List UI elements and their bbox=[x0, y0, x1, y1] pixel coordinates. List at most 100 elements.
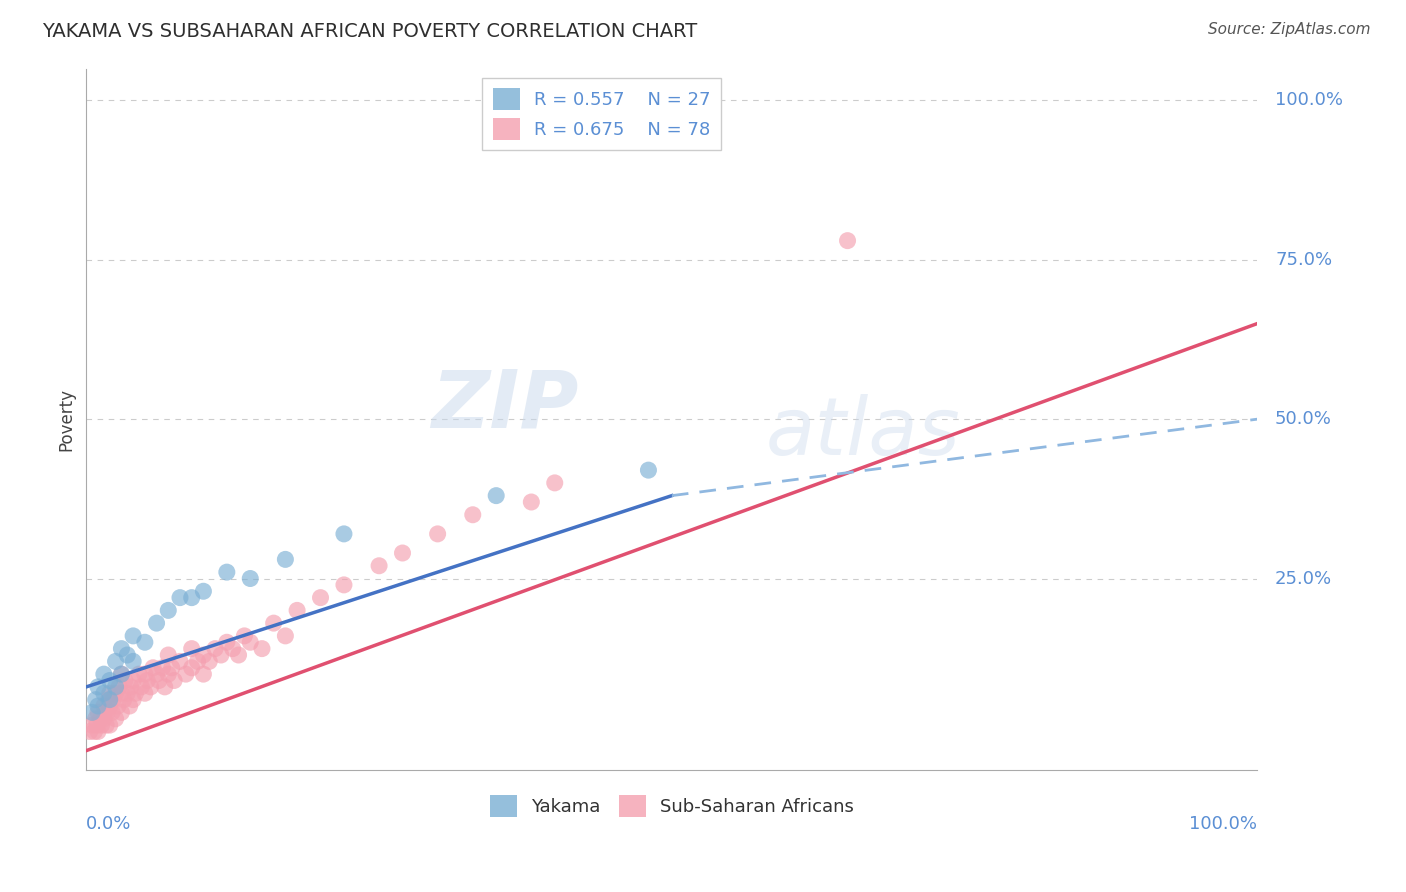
Point bbox=[98, 673, 121, 688]
Point bbox=[93, 686, 115, 700]
Point bbox=[193, 667, 215, 681]
Text: 75.0%: 75.0% bbox=[1275, 251, 1331, 268]
Point bbox=[84, 692, 107, 706]
Point bbox=[426, 527, 449, 541]
Point bbox=[93, 698, 115, 713]
Point bbox=[174, 667, 197, 681]
Point bbox=[131, 680, 153, 694]
Point bbox=[104, 686, 127, 700]
Point bbox=[96, 706, 118, 720]
Point bbox=[83, 724, 105, 739]
Point bbox=[145, 616, 167, 631]
Point bbox=[122, 692, 145, 706]
Point bbox=[485, 489, 508, 503]
Text: Source: ZipAtlas.com: Source: ZipAtlas.com bbox=[1208, 22, 1371, 37]
Point bbox=[87, 724, 110, 739]
Point bbox=[122, 654, 145, 668]
Legend: Yakama, Sub-Saharan Africans: Yakama, Sub-Saharan Africans bbox=[482, 788, 862, 824]
Point bbox=[157, 603, 180, 617]
Point bbox=[157, 667, 180, 681]
Point bbox=[209, 648, 232, 662]
Text: atlas: atlas bbox=[765, 394, 960, 472]
Point bbox=[544, 475, 567, 490]
Point bbox=[79, 724, 101, 739]
Point bbox=[180, 591, 202, 605]
Point bbox=[93, 712, 115, 726]
Point bbox=[309, 591, 332, 605]
Point bbox=[368, 558, 391, 573]
Point bbox=[103, 692, 125, 706]
Point bbox=[89, 712, 111, 726]
Point bbox=[221, 641, 243, 656]
Point bbox=[97, 692, 120, 706]
Point bbox=[239, 635, 262, 649]
Point bbox=[104, 680, 127, 694]
Point bbox=[285, 603, 308, 617]
Point bbox=[142, 661, 165, 675]
Text: 50.0%: 50.0% bbox=[1275, 410, 1331, 428]
Point bbox=[391, 546, 413, 560]
Point bbox=[107, 698, 129, 713]
Point bbox=[157, 648, 180, 662]
Point bbox=[87, 698, 110, 713]
Point bbox=[117, 648, 139, 662]
Point bbox=[160, 661, 183, 675]
Point bbox=[837, 234, 859, 248]
Point bbox=[239, 572, 262, 586]
Point bbox=[87, 680, 110, 694]
Point bbox=[187, 654, 209, 668]
Point bbox=[101, 706, 124, 720]
Point bbox=[112, 692, 135, 706]
Point bbox=[124, 686, 146, 700]
Point bbox=[108, 680, 131, 694]
Point bbox=[104, 654, 127, 668]
Point bbox=[110, 686, 132, 700]
Point bbox=[120, 680, 142, 694]
Text: 100.0%: 100.0% bbox=[1275, 91, 1343, 110]
Point bbox=[98, 698, 121, 713]
Point bbox=[228, 648, 250, 662]
Point bbox=[134, 635, 156, 649]
Point bbox=[86, 718, 108, 732]
Point bbox=[215, 565, 238, 579]
Point bbox=[96, 718, 118, 732]
Point bbox=[117, 686, 139, 700]
Point bbox=[169, 654, 191, 668]
Point bbox=[148, 673, 170, 688]
Point bbox=[233, 629, 256, 643]
Point bbox=[180, 661, 202, 675]
Point bbox=[98, 718, 121, 732]
Point bbox=[153, 680, 176, 694]
Point bbox=[110, 706, 132, 720]
Point bbox=[193, 648, 215, 662]
Point bbox=[110, 641, 132, 656]
Point bbox=[104, 712, 127, 726]
Point bbox=[128, 667, 150, 681]
Point bbox=[122, 629, 145, 643]
Point bbox=[333, 578, 356, 592]
Text: YAKAMA VS SUBSAHARAN AFRICAN POVERTY CORRELATION CHART: YAKAMA VS SUBSAHARAN AFRICAN POVERTY COR… bbox=[42, 22, 697, 41]
Point bbox=[274, 552, 297, 566]
Point bbox=[134, 667, 156, 681]
Point bbox=[98, 686, 121, 700]
Point bbox=[163, 673, 186, 688]
Point bbox=[461, 508, 484, 522]
Point bbox=[250, 641, 273, 656]
Point bbox=[110, 667, 132, 681]
Point bbox=[122, 673, 145, 688]
Point bbox=[94, 706, 117, 720]
Point bbox=[152, 661, 174, 675]
Point bbox=[333, 527, 356, 541]
Point bbox=[204, 641, 226, 656]
Text: ZIP: ZIP bbox=[430, 366, 578, 444]
Point bbox=[82, 718, 104, 732]
Point bbox=[145, 667, 167, 681]
Point bbox=[98, 692, 121, 706]
Text: 25.0%: 25.0% bbox=[1275, 569, 1331, 588]
Point bbox=[193, 584, 215, 599]
Y-axis label: Poverty: Poverty bbox=[58, 388, 75, 450]
Point bbox=[274, 629, 297, 643]
Point bbox=[82, 706, 104, 720]
Point bbox=[169, 591, 191, 605]
Point bbox=[90, 718, 112, 732]
